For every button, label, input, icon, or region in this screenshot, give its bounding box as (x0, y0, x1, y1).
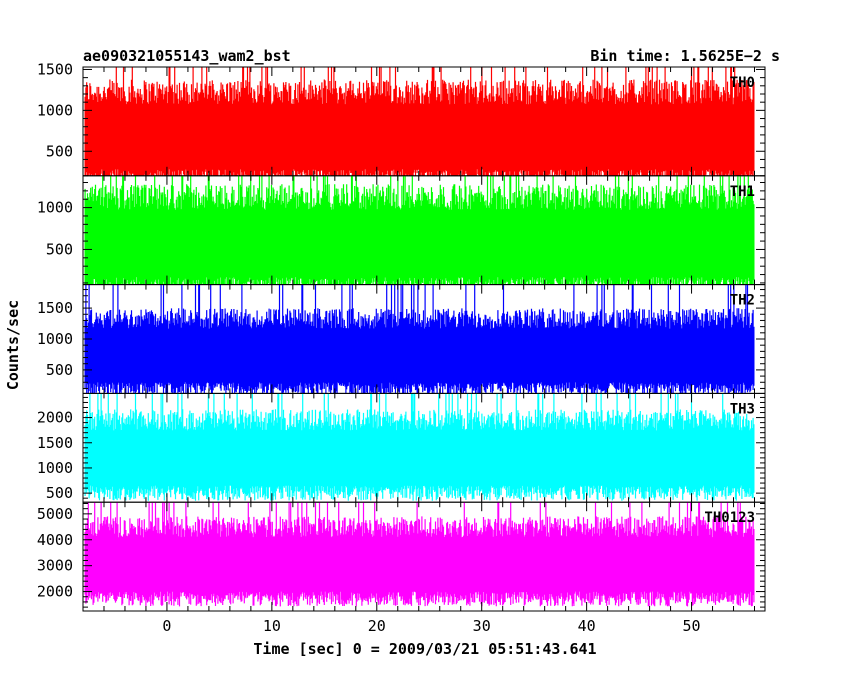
x-tick-label: 0 (162, 617, 171, 635)
x-tick-label: 10 (263, 617, 281, 635)
panel-th1: 500 1000 TH1 (37, 175, 766, 286)
y-tick-label: 4000 (37, 531, 73, 549)
series-th2 (84, 284, 755, 394)
panel-frame (82, 501, 766, 612)
y-tick-label: 500 (46, 484, 73, 502)
panel-label: TH3 (730, 401, 755, 417)
y-tick-label: 1000 (37, 101, 73, 119)
x-tick-label: 20 (368, 617, 386, 635)
y-tick-label: 500 (46, 361, 73, 379)
x-tick-label: 50 (683, 617, 701, 635)
panel-label: TH2 (730, 293, 755, 309)
series-th3 (84, 393, 755, 501)
y-tick-label: 2000 (37, 583, 73, 601)
x-axis-label: Time [sec] 0 = 2009/03/21 05:51:43.641 (253, 640, 596, 658)
panel-th0: 500 1000 1500 TH0 (37, 60, 766, 177)
series-th0123 (84, 502, 755, 607)
chart-title: ae090321055143_wam2_bst (83, 47, 291, 65)
y-tick-label: 500 (46, 240, 73, 258)
panel-label: TH0123 (704, 510, 755, 526)
y-axis-label: Counts/sec (4, 300, 22, 390)
y-tick-label: 1000 (37, 199, 73, 217)
panel-th3: 500 1000 1500 2000 TH3 (37, 392, 766, 503)
series-th0 (84, 67, 755, 176)
x-tick-label: 40 (578, 617, 596, 635)
y-tick-label: 3000 (37, 557, 73, 575)
y-tick-label: 1500 (37, 60, 73, 78)
y-tick-label: 500 (46, 142, 73, 160)
panel-th2: 500 1000 1500 TH2 (37, 284, 766, 394)
x-tick-label: 30 (473, 617, 491, 635)
panel-label: TH0 (730, 75, 755, 91)
y-tick-label: 1500 (37, 434, 73, 452)
panel-th0123: 2000 3000 4000 5000 TH0123 (37, 501, 766, 612)
panel-label: TH1 (730, 184, 755, 200)
y-tick-label: 5000 (37, 505, 73, 523)
y-tick-label: 1500 (37, 299, 73, 317)
bin-time-label: Bin time: 1.5625E−2 s (590, 47, 780, 65)
y-tick-label: 1000 (37, 459, 73, 477)
y-tick-label: 2000 (37, 409, 73, 427)
y-tick-label: 1000 (37, 330, 73, 348)
